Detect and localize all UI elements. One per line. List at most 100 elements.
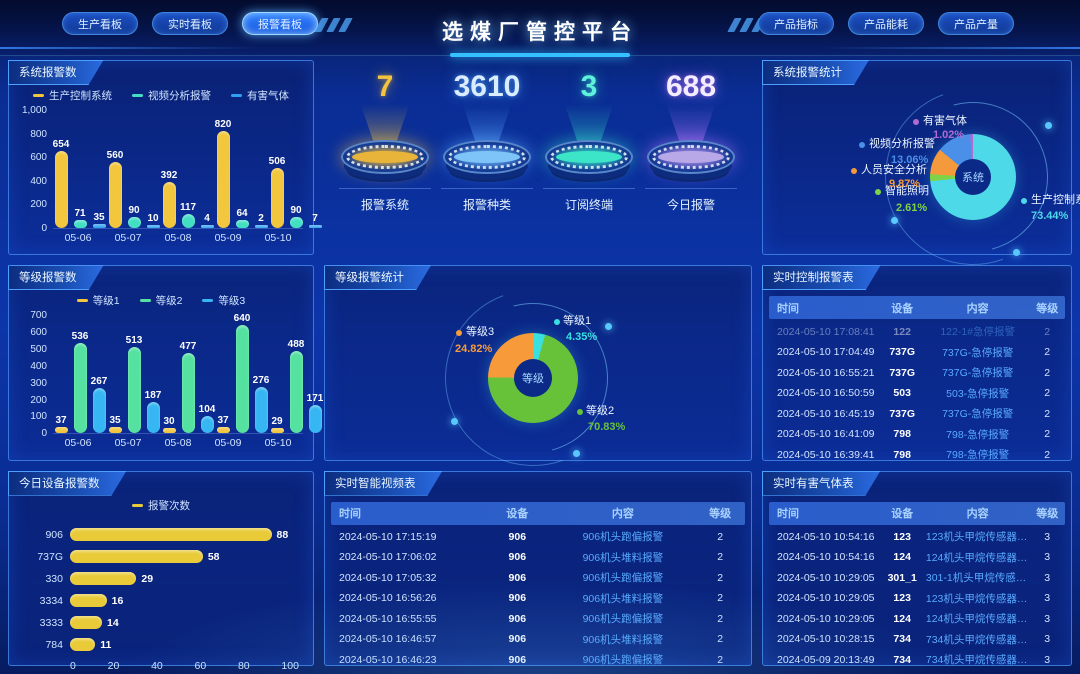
panel-title-system-alarm-stats: 系统报警统计 [762, 60, 869, 85]
cell-level: 3 [1044, 592, 1051, 605]
bar-value-label: 16 [111, 594, 124, 607]
hbar-row: 906 88 [19, 524, 299, 546]
y-axis-tick: 200 [30, 199, 47, 211]
bar [146, 401, 160, 434]
bar-column: 37 [215, 415, 231, 434]
cell-time: 2024-05-10 16:50:59 [777, 387, 875, 400]
cell-time: 2024-05-09 20:13:49 [777, 653, 875, 666]
level-alarms-chart: 等级1 等级2 等级3 0 100 200 300 400 500 600 700 37 536 267 3… [9, 266, 323, 459]
bar-value-label: 90 [290, 205, 302, 217]
bar-column: 506 [269, 156, 285, 228]
bar [181, 352, 195, 434]
cell-time: 2024-05-10 17:04:49 [777, 346, 875, 359]
y-axis-tick: 1,000 [21, 105, 47, 116]
panel-title-system-alarms: 系统报警数 [8, 60, 104, 85]
nav-button[interactable]: 产品能耗 [848, 12, 924, 35]
table-row: 2024-05-10 10:54:16 124 124机头甲烷传感器断线 3 [769, 547, 1065, 568]
bar-column: 64 [234, 208, 250, 228]
legend-item[interactable]: 报警次数 [132, 498, 190, 513]
cell-device: 123 [893, 530, 911, 543]
nav-button[interactable]: 实时看板 [152, 12, 228, 35]
y-axis-tick: 100 [30, 411, 47, 423]
cell-time: 2024-05-10 17:15:19 [339, 530, 437, 543]
bar-value-label: 477 [179, 340, 197, 352]
bar [216, 131, 230, 228]
cell-level: 3 [1044, 633, 1051, 646]
top-header: 生产看板 实时看板 报警看板 选煤厂管控平台 产品指标 产品能耗 产品产量 [0, 0, 1080, 57]
cell-level: 2 [1044, 448, 1051, 461]
bar-column: 477 [179, 340, 197, 434]
bar-value-label: 171 [306, 392, 324, 404]
bar-value-label: 506 [268, 156, 286, 168]
slice-percent: 4.35% [566, 331, 598, 344]
nav-button[interactable]: 产品指标 [758, 12, 834, 35]
cell-level: 2 [1044, 407, 1051, 420]
bar-track: 58 [70, 550, 299, 564]
dashboard-grid: 系统报警数 生产控制系统 视频分析报警 有害气体 0 200 400 600 800 1,000… [8, 60, 1080, 672]
cell-level: 3 [1044, 571, 1051, 584]
slice-marker [554, 319, 560, 326]
data-table: 时间 设备 内容 等级 2024-05-10 10:54:16 123 123机头甲烷传感器… [769, 501, 1065, 671]
kpi-pedestal-core [352, 151, 418, 163]
cell-device: 503 [893, 387, 911, 400]
kpi-value: 3 [580, 70, 598, 103]
kpi-label: 报警种类 [441, 188, 533, 213]
bar-group: 654 71 35 [53, 139, 107, 228]
bar [254, 225, 268, 228]
y-axis-tick: 600 [30, 152, 47, 164]
bar-column: 30 [161, 416, 177, 434]
cell-content: 737G-急停报警 [942, 346, 1014, 359]
slice-label: 生产控制系统 [1031, 194, 1080, 206]
bar-value-label: 4 [204, 213, 210, 224]
bar-value-label: 37 [217, 415, 229, 427]
bar [181, 214, 195, 228]
nav-button[interactable]: 报警看板 [242, 12, 318, 35]
plot-area: 37 536 267 35 513 187 30 477 104 37 640 276 29 488 171 [53, 313, 323, 435]
bar-group: 506 90 7 [269, 156, 323, 228]
cell-time: 2024-05-10 10:54:16 [777, 530, 875, 543]
bar-column: 7 [307, 213, 323, 228]
table-row: 2024-05-10 16:50:59 503 503-急停报警 2 [769, 383, 1065, 404]
realtime-control-alarm-table: 时间 设备 内容 等级 2024-05-10 17:08:41 122 122-1#急停报警… [763, 266, 1071, 461]
bar-column: 187 [145, 390, 161, 434]
cell-device: 906 [508, 653, 527, 666]
category-label: 3334 [39, 594, 63, 607]
legend-item[interactable]: 等级2 [139, 293, 182, 308]
x-axis-tick: 05-10 [264, 437, 292, 450]
bar-value-label: 30 [163, 416, 175, 428]
legend-item[interactable]: 视频分析报警 [132, 88, 211, 103]
slice-label: 视频分析报警 [869, 138, 935, 150]
category-label: 330 [45, 572, 63, 585]
bar-group: 37 536 267 [53, 331, 107, 434]
bar-column: 37 [53, 415, 69, 434]
cell-level: 2 [1044, 325, 1051, 338]
cell-device: 737G [889, 407, 916, 420]
bar-column: 536 [72, 331, 88, 434]
legend-item[interactable]: 有害气体 [231, 88, 289, 103]
x-axis-tick: 20 [107, 659, 120, 672]
bar-value-label: 71 [74, 207, 86, 219]
slice-label: 人员安全分析 [861, 164, 927, 176]
legend-item[interactable]: 等级1 [76, 293, 120, 308]
nav-button[interactable]: 生产看板 [62, 12, 138, 35]
bar-column: 267 [91, 376, 107, 434]
bar [70, 594, 107, 608]
y-axis-tick: 300 [30, 377, 47, 389]
orbit-dot-decoration [1045, 122, 1052, 129]
bar [289, 217, 303, 228]
column-header: 设备 [891, 508, 914, 521]
legend-item[interactable]: 等级3 [202, 293, 245, 308]
x-axis-tick: 80 [237, 659, 250, 672]
bar [235, 220, 249, 228]
legend-marker [202, 298, 214, 302]
kpi-pedestal-decoration [647, 140, 735, 174]
nav-right: 产品指标 产品能耗 产品产量 [758, 12, 1014, 35]
cell-time: 2024-05-10 16:56:26 [339, 592, 437, 605]
legend-item[interactable]: 生产控制系统 [33, 88, 112, 103]
bar-group: 37 640 276 [215, 313, 269, 434]
bar [254, 386, 268, 434]
bar-value-label: 10 [147, 213, 159, 224]
nav-button[interactable]: 产品产量 [938, 12, 1014, 35]
category-label: 784 [45, 638, 63, 651]
x-axis-tick: 05-06 [64, 232, 92, 244]
